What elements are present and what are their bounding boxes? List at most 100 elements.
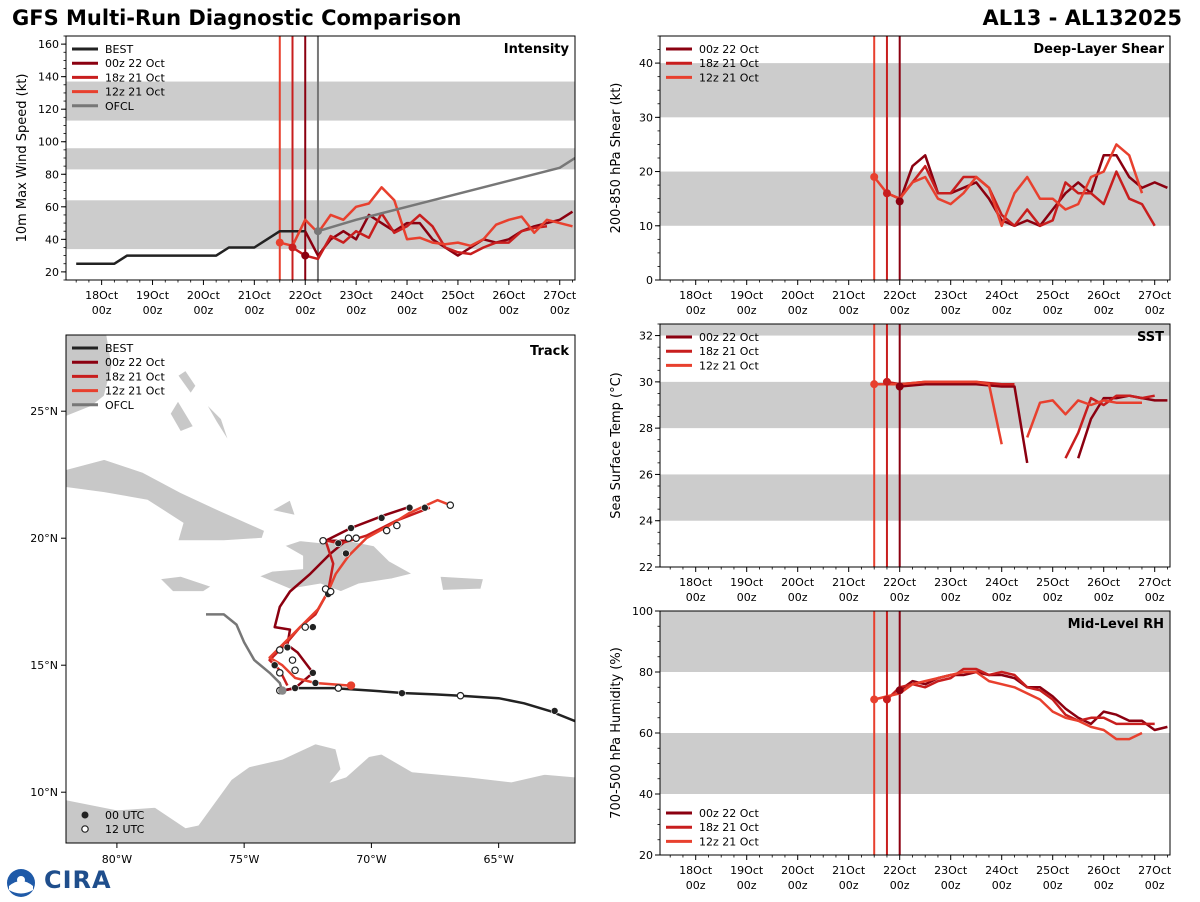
track-point-12utc (446, 501, 455, 509)
rh-ytick-label: 80 (639, 666, 653, 679)
rh-xtick-label: 23Oct (934, 864, 968, 877)
sst-xtick-label: 21Oct (832, 576, 866, 589)
track-ytick-label: 10°N (30, 786, 58, 799)
track-legend-label: OFCL (105, 399, 135, 412)
sst-xtick-label: 26Oct (1087, 576, 1121, 589)
sst-xtick-label: 00z (941, 591, 961, 604)
intensity-xtick-label: 26Oct (492, 289, 526, 302)
intensity-xtick-label: 00z (448, 304, 468, 317)
track-xtick-label: 75°W (229, 853, 259, 866)
shear-ylabel: 200-850 hPa Shear (kt) (609, 83, 624, 234)
intensity-xtick-label: 00z (143, 304, 163, 317)
track-series-ofcl (206, 613, 284, 691)
rh-xtick-label: 20Oct (781, 864, 815, 877)
shear-ytick-label: 20 (639, 166, 653, 179)
intensity-legend-label: 18z 21 Oct (105, 71, 165, 84)
sst-xtick-label: 25Oct (1036, 576, 1070, 589)
track-point-00utc (550, 707, 559, 715)
track-point-00utc (377, 514, 386, 522)
hispaniola (258, 540, 414, 592)
shear-xtick-label: 22Oct (883, 289, 917, 302)
rh-series-run12z21 (873, 670, 1143, 741)
rh-marker-run12z21 (870, 695, 879, 704)
shear-xtick-label: 00z (1145, 304, 1165, 317)
track-point-00utc (270, 661, 279, 670)
intensity-xtick-label: 25Oct (441, 289, 475, 302)
track-legend-label: 00z 22 Oct (105, 356, 165, 369)
shear-series-run18z21 (886, 164, 1156, 228)
shear-xtick-label: 18Oct (679, 289, 713, 302)
rh-chart: 20 40 60 80 100 18Oct 00z 19Oct 00z 20Oct 00z 21Oct… (609, 605, 1172, 892)
track-start-12z (346, 681, 356, 690)
shear-xtick-label: 00z (839, 304, 859, 317)
track-xtick-label: 65°W (483, 853, 513, 866)
rh-marker-run18z21 (882, 695, 891, 704)
intensity-ylabel: 10m Max Wind Speed (kt) (15, 74, 30, 243)
puerto-rico (439, 575, 484, 591)
shear-ytick-label: 10 (639, 220, 653, 233)
track-point-00utc (311, 679, 320, 687)
sst-xtick-label: 00z (1043, 591, 1063, 604)
track-point-12utc (393, 521, 401, 530)
intensity-xtick-label: 00z (499, 304, 519, 317)
shear-xtick-label: 23Oct (934, 289, 968, 302)
bahamas-inagua (270, 499, 296, 516)
track-legend-00utc-marker (81, 811, 89, 819)
track-point-00utc (405, 503, 414, 512)
sst-chart: 22 24 26 28 30 32 18Oct 00z 19Oct 00z 20Oct 00z 21Oc… (609, 323, 1172, 604)
shear-xtick-label: 00z (890, 304, 910, 317)
track-legend-00utc-label: 00 UTC (105, 809, 145, 822)
shear-legend-label: 00z 22 Oct (699, 43, 759, 56)
sst-xtick-label: 24Oct (985, 576, 1019, 589)
rh-xtick-label: 00z (686, 879, 706, 892)
sst-xtick-label: 00z (788, 591, 808, 604)
intensity-xtick-label: 27Oct (543, 289, 577, 302)
sst-marker-run12z21 (870, 380, 879, 389)
sst-xtick-label: 23Oct (934, 576, 968, 589)
track-ytick-label: 25°N (30, 405, 58, 418)
track-point-00utc (398, 689, 406, 697)
figure-title: GFS Multi-Run Diagnostic Comparison (12, 6, 462, 30)
rh-title: Mid-Level RH (1068, 617, 1164, 632)
sst-band (660, 474, 1170, 521)
shear-marker-run18z21 (882, 189, 891, 198)
intensity-xtick-label: 00z (194, 304, 214, 317)
intensity-ytick-label: 160 (38, 38, 59, 51)
shear-xtick-label: 00z (686, 304, 706, 317)
rh-xtick-label: 19Oct (730, 864, 764, 877)
intensity-band (66, 81, 575, 121)
sst-xtick-label: 00z (1145, 591, 1165, 604)
rh-band (660, 611, 1170, 672)
shear-legend-label: 12z 21 Oct (699, 71, 759, 84)
intensity-xtick-label: 00z (397, 304, 417, 317)
track-legend-label: BEST (105, 342, 133, 355)
sst-legend-label: 00z 22 Oct (699, 331, 759, 344)
track-point-00utc (309, 669, 317, 677)
intensity-ytick-label: 40 (45, 233, 59, 246)
shear-xtick-label: 00z (1043, 304, 1063, 317)
rh-xtick-label: 00z (890, 879, 910, 892)
track-start-ofcl (278, 686, 287, 695)
intensity-series-run12z21 (279, 186, 573, 248)
intensity-xtick-label: 00z (295, 304, 315, 317)
track-point-00utc (283, 643, 292, 652)
track-point-12utc (344, 534, 353, 543)
cuba (66, 459, 265, 542)
rh-legend-label: 00z 22 Oct (699, 807, 759, 820)
sst-xtick-label: 00z (737, 591, 757, 604)
sst-ytick-label: 22 (639, 561, 653, 574)
shear-ytick-label: 40 (639, 57, 653, 70)
sst-band (660, 324, 1170, 336)
intensity-series-best (76, 229, 306, 265)
track-point-00utc (309, 623, 317, 631)
shear-series-run12z21 (873, 143, 1144, 228)
intensity-xtick-label: 24Oct (391, 289, 425, 302)
rh-legend-label: 12z 21 Oct (699, 835, 759, 848)
intensity-legend-label: OFCL (105, 100, 135, 113)
track-series-run12z21 (268, 498, 451, 687)
intensity-legend-label: 12z 21 Oct (105, 86, 165, 99)
noaa-logo-icon (7, 869, 35, 897)
storm-id: AL13 - AL132025 (982, 6, 1183, 30)
intensity-series-ofcl (317, 156, 575, 233)
